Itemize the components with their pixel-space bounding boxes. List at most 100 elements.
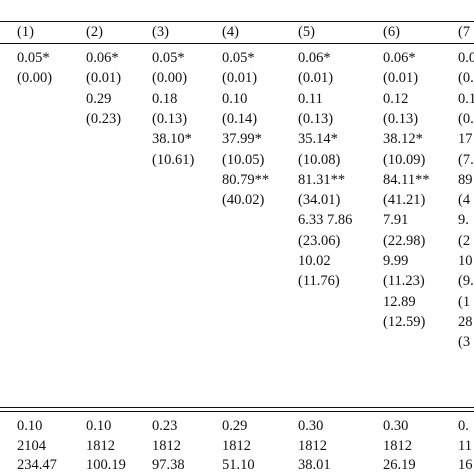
table-cell: (23.06) (298, 232, 341, 249)
table-cell: 12.89 (383, 293, 416, 310)
table-cell: 17 (458, 131, 473, 148)
stat-cell: 1812 (222, 437, 251, 454)
stat-cell: 0.30 (298, 418, 324, 434)
table-cell: (0. (458, 70, 474, 87)
stat-cell: 0.30 (383, 418, 409, 434)
stat-cell: 2104 (17, 437, 46, 454)
table-cell: (11.23) (383, 273, 425, 290)
stat-cell: 100.19 (86, 457, 126, 473)
column-6: (6) 0.06* (0.01) 0.12 (0.13) 38.12* (10.09) 84.… (383, 0, 463, 474)
table-cell: 7.91 (383, 212, 409, 229)
stat-cell: 38.01 (298, 457, 331, 473)
column-4: (4) 0.05* (0.01) 0.10 (0.14) 37.99* (10.05) 80.… (222, 0, 302, 474)
stat-cell: 11 (458, 437, 472, 454)
table-cell: (0.14) (222, 110, 258, 127)
table-cell: (0.00) (152, 70, 188, 87)
table-cell: (0.01) (383, 70, 419, 87)
table-cell: 10.02 (298, 253, 331, 269)
column-1: (1) 0.05* (0.00) 0.10 2104 234.47 (17, 0, 97, 474)
table-cell: (0.01) (86, 70, 122, 87)
table-cell: (10.09) (383, 151, 426, 168)
table-cell: (1 (458, 293, 471, 310)
table-cell: (11.76) (298, 273, 340, 290)
column-2: (2) 0.06* (0.01) 0.29 (0.23) 0.10 1812 100.19 (86, 0, 166, 474)
table-cell: (0.00) (17, 70, 53, 87)
column-3: (3) 0.05* (0.00) 0.18 (0.13) 38.10* (10.61) 0.2… (152, 0, 232, 474)
table-cell: 0.05* (152, 50, 185, 66)
column-header: (6) (383, 24, 400, 40)
table-cell: (10.05) (222, 151, 265, 168)
stat-cell: 51.10 (222, 457, 255, 473)
table-cell: 6.33 7.86 (298, 212, 353, 229)
table-cell: 0.06* (298, 50, 331, 66)
stat-cell: 0.10 (17, 418, 43, 434)
table-cell: (0.13) (383, 110, 419, 127)
table-cell: (10.61) (152, 151, 195, 168)
table-cell: 0.1 (458, 90, 474, 107)
table-cell: 0.05* (17, 50, 50, 66)
header-rule (0, 43, 474, 44)
table-cell: (0.01) (222, 70, 258, 87)
table-cell: (34.01) (298, 192, 341, 209)
table-cell: 38.12* (383, 131, 423, 148)
stat-cell: 0.23 (152, 418, 178, 434)
stats-rule-lower (0, 411, 474, 412)
table-cell: 0.11 (298, 90, 323, 107)
table-cell: (3 (458, 334, 471, 351)
table-cell: 0.12 (383, 90, 409, 107)
column-header: (5) (298, 24, 315, 40)
stat-cell: 1812 (86, 437, 115, 454)
table-cell: 0.0 (458, 50, 474, 66)
column-header: (3) (152, 24, 169, 40)
table-cell: 81.31** (298, 171, 346, 188)
table-cell: (7. (458, 151, 474, 168)
stats-rule-upper (0, 407, 474, 408)
stat-cell: 1812 (383, 437, 412, 454)
table-cell: 37.99* (222, 131, 262, 148)
table-cell: (40.02) (222, 192, 265, 209)
table-cell: (2 (458, 232, 471, 249)
table-cell: 9.99 (383, 253, 409, 269)
table-cell: (9. (458, 273, 474, 290)
stat-cell: 0.29 (222, 418, 248, 434)
column-header: (2) (86, 24, 103, 40)
table-cell: 28 (458, 313, 473, 330)
stat-cell: 1812 (298, 437, 327, 454)
table-cell: 84.11** (383, 171, 430, 188)
table-cell: (0.23) (86, 110, 122, 127)
column-7: (7 0.0 (0. 0.1 (0. 17 (7. 89 (4 9. (2 10 (9. (1 28 (3 0.… (458, 0, 474, 474)
table-cell: 0.10 (222, 90, 248, 107)
column-header: (4) (222, 24, 239, 40)
table-cell: (0. (458, 110, 474, 127)
table-cell: 0.18 (152, 90, 178, 107)
table-cell: 10 (458, 253, 473, 269)
column-header: (7 (458, 24, 471, 40)
table-cell: 89 (458, 171, 473, 188)
table-cell: (0.13) (152, 110, 188, 127)
table-cell: 0.05* (222, 50, 255, 66)
table-cell: (22.98) (383, 232, 426, 249)
table-cell: 9. (458, 212, 469, 229)
column-header: (1) (17, 24, 34, 40)
table-cell: 0.06* (383, 50, 416, 66)
column-5: (5) 0.06* (0.01) 0.11 (0.13) 35.14* (10.08) 81.… (298, 0, 378, 474)
table-cell: (12.59) (383, 313, 426, 330)
stat-cell: 1812 (152, 437, 181, 454)
table-cell: 80.79** (222, 171, 270, 188)
stat-cell: 0.10 (86, 418, 112, 434)
top-rule (0, 21, 474, 22)
table-cell: 35.14* (298, 131, 338, 148)
table-cell: (4 (458, 192, 471, 209)
stat-cell: 16 (458, 457, 473, 473)
table-cell: (41.21) (383, 192, 426, 209)
stat-cell: 234.47 (17, 457, 57, 473)
table-cell: (0.13) (298, 110, 334, 127)
stat-cell: 97.38 (152, 457, 185, 473)
stat-cell: 26.19 (383, 457, 416, 473)
stat-cell: 0. (458, 418, 469, 434)
table-cell: 38.10* (152, 131, 192, 148)
table-cell: 0.06* (86, 50, 119, 66)
table-cell: (0.01) (298, 70, 334, 87)
table-cell: (10.08) (298, 151, 341, 168)
